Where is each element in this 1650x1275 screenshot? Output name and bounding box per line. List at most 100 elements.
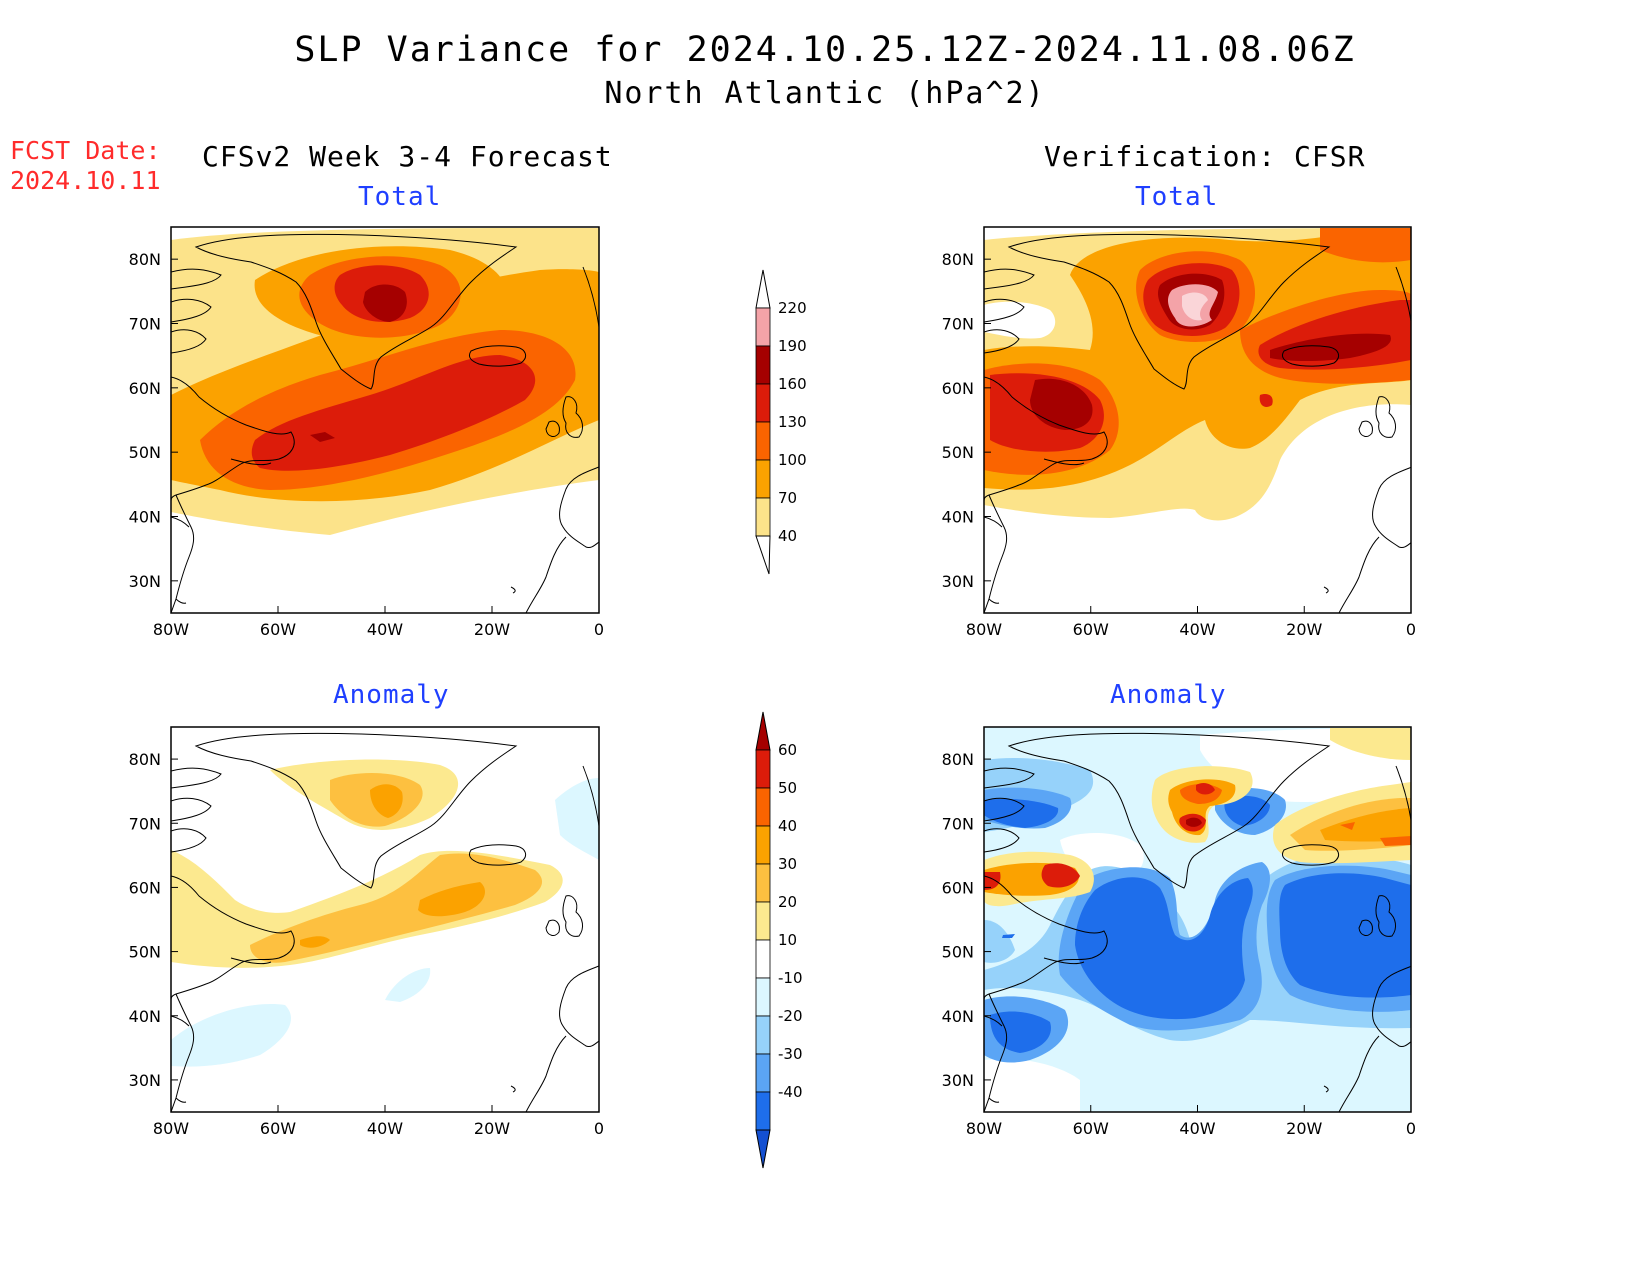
colorbar-anomaly-bottom-arrow [755, 1129, 771, 1169]
y-tick-label: 50N [942, 943, 974, 962]
colorbar-total-top-arrow [755, 269, 771, 309]
colorbar-anomaly-label: -30 [778, 1045, 803, 1063]
x-tick-label: 40W [367, 1119, 403, 1138]
colorbar-anomaly-swatch [755, 749, 771, 789]
y-tick-label: 60N [942, 379, 974, 398]
y-tick-label: 70N [129, 315, 161, 334]
colorbar-total-bottom-arrow [755, 535, 771, 575]
colorbar-anomaly-top-arrow [755, 711, 771, 751]
colorbar-total-label: 130 [778, 413, 807, 431]
x-tick-label: 60W [260, 1119, 296, 1138]
y-tick-label: 70N [942, 814, 974, 833]
y-tick-label: 50N [129, 943, 161, 962]
colorbar-total-swatch [755, 307, 771, 347]
colorbar-anomaly-swatch [755, 977, 771, 1017]
panel-title-verification-total: Total [1135, 182, 1219, 212]
colorbar-anomaly-swatch [755, 939, 771, 979]
fcst-date-value: 2024.10.11 [10, 166, 161, 195]
colorbar-total-label: 160 [778, 375, 807, 393]
x-tick-label: 80W [153, 1119, 189, 1138]
axes-layer: 80W 60W 40W 20W 0 80N 70N 60N 50N 40N 30N 80W 60W 40W… [129, 250, 1416, 1138]
colorbar-total-label: 220 [778, 299, 807, 317]
colorbar-anomaly-label: 10 [778, 931, 797, 949]
y-tick-label: 40N [942, 508, 974, 527]
y-tick-label: 40N [129, 1007, 161, 1026]
map-forecast-total [171, 227, 599, 613]
y-tick-label: 40N [942, 1007, 974, 1026]
colorbar-anomaly-swatch [755, 787, 771, 827]
y-tick-label: 80N [129, 750, 161, 769]
y-tick-label: 60N [942, 878, 974, 897]
y-tick-label: 80N [129, 250, 161, 269]
x-tick-label: 60W [1073, 620, 1109, 639]
y-tick-label: 30N [129, 572, 161, 591]
x-tick-label: 20W [1286, 620, 1322, 639]
x-tick-label: 20W [474, 1119, 510, 1138]
colorbar-total-label: 190 [778, 337, 807, 355]
colorbar-anomaly-label: -40 [778, 1083, 803, 1101]
x-tick-label: 40W [1179, 620, 1215, 639]
y-tick-label: 30N [942, 1071, 974, 1090]
y-tick-label: 50N [129, 443, 161, 462]
x-tick-label: 0 [594, 620, 604, 639]
colorbar-total-label: 40 [778, 527, 797, 545]
colorbar-anomaly-swatch [755, 1091, 771, 1131]
colorbar-anomaly-label: 40 [778, 817, 797, 835]
x-tick-label: 60W [260, 620, 296, 639]
y-tick-label: 30N [942, 572, 974, 591]
fcst-date-block: FCST Date: 2024.10.11 [10, 136, 161, 196]
colorbar-total-swatch [755, 459, 771, 499]
panel-title-forecast-anomaly: Anomaly [333, 680, 450, 710]
colorbar-total-swatch [755, 421, 771, 461]
colorbar-anomaly-label: 20 [778, 893, 797, 911]
x-tick-label: 40W [1179, 1119, 1215, 1138]
x-tick-label: 0 [1406, 1119, 1416, 1138]
colorbar-total-swatch [755, 345, 771, 385]
colorbar-total-label: 70 [778, 489, 797, 507]
main-subtitle: North Atlantic (hPa^2) [604, 76, 1046, 111]
x-tick-label: 0 [594, 1119, 604, 1138]
x-tick-label: 80W [966, 620, 1002, 639]
map-forecast-anomaly [171, 727, 599, 1112]
y-tick-label: 80N [942, 250, 974, 269]
x-tick-label: 0 [1406, 620, 1416, 639]
y-tick-label: 80N [942, 750, 974, 769]
colorbar-anomaly-label: -10 [778, 969, 803, 987]
x-tick-label: 60W [1073, 1119, 1109, 1138]
x-tick-label: 80W [966, 1119, 1002, 1138]
colorbar-anomaly-label: 60 [778, 741, 797, 759]
y-tick-label: 70N [129, 814, 161, 833]
colorbar-anomaly-label: 50 [778, 779, 797, 797]
colorbar-anomaly-label: -20 [778, 1007, 803, 1025]
y-tick-label: 30N [129, 1071, 161, 1090]
column-title-forecast: CFSv2 Week 3-4 Forecast [202, 140, 613, 173]
colorbar-total: 220 190 160 130 100 70 40 [755, 269, 807, 575]
map-verification-total [984, 227, 1411, 613]
colorbar-anomaly-swatch [755, 901, 771, 941]
y-tick-label: 40N [129, 508, 161, 527]
x-tick-label: 40W [367, 620, 403, 639]
colorbar-total-label: 100 [778, 451, 807, 469]
y-tick-label: 70N [942, 315, 974, 334]
column-title-verification: Verification: CFSR [1044, 140, 1366, 173]
colorbar-total-swatch [755, 497, 771, 537]
panel-title-verification-anomaly: Anomaly [1110, 680, 1227, 710]
colorbar-anomaly-swatch [755, 825, 771, 865]
panel-title-forecast-total: Total [358, 182, 442, 212]
fcst-date-label: FCST Date: [10, 136, 161, 165]
x-tick-label: 20W [1286, 1119, 1322, 1138]
main-title: SLP Variance for 2024.10.25.12Z-2024.11.… [294, 30, 1356, 70]
colorbar-total-swatch [755, 383, 771, 423]
colorbar-anomaly-label: 30 [778, 855, 797, 873]
x-tick-label: 20W [474, 620, 510, 639]
y-tick-label: 60N [129, 379, 161, 398]
colorbar-anomaly-swatch [755, 863, 771, 903]
colorbar-anomaly: 60 50 40 30 20 10 -10 -20 -30 -40 [755, 711, 803, 1169]
y-tick-label: 60N [129, 878, 161, 897]
map-verification-anomaly [984, 727, 1411, 1112]
colorbar-anomaly-swatch [755, 1053, 771, 1093]
y-tick-label: 50N [942, 443, 974, 462]
colorbar-anomaly-swatch [755, 1015, 771, 1055]
x-tick-label: 80W [153, 620, 189, 639]
